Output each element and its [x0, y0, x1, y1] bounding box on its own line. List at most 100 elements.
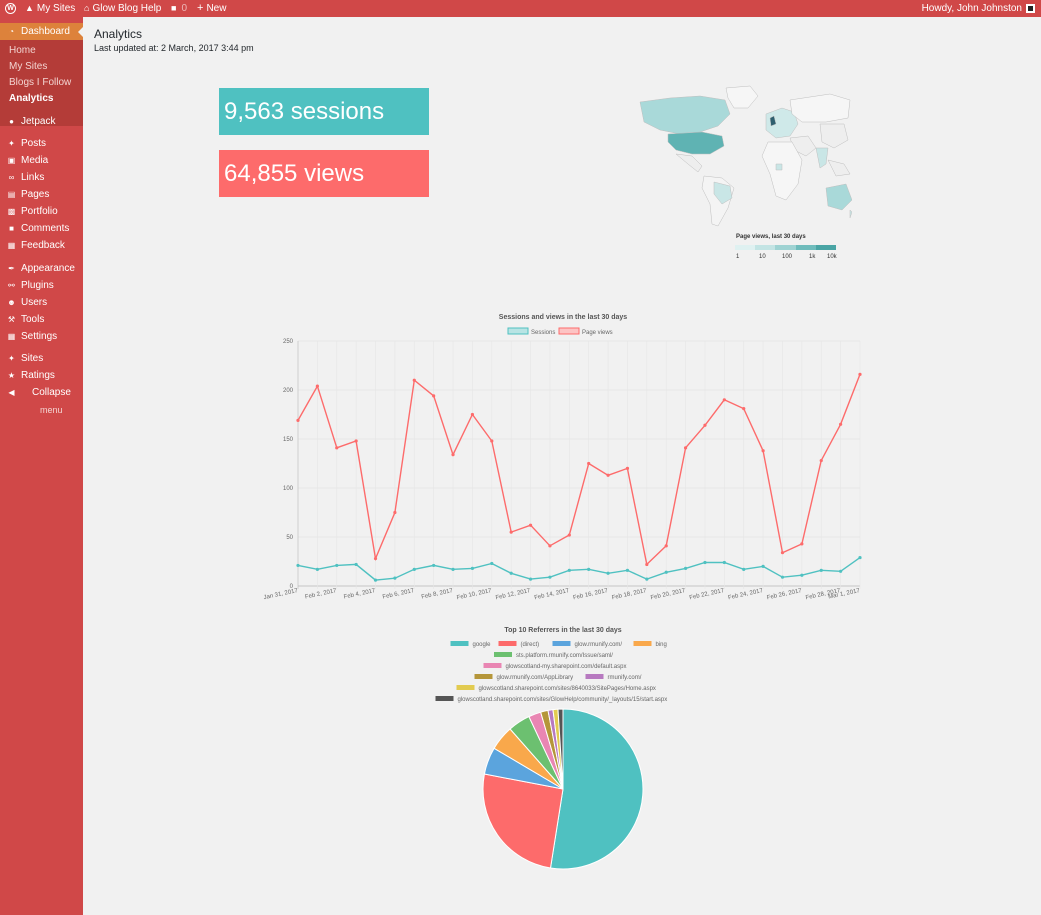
submenu-blogs-i-follow[interactable]: Blogs I Follow [9, 77, 72, 88]
data-point[interactable] [335, 563, 339, 568]
site-name-button[interactable]: ⌂ Glow Blog Help [84, 0, 161, 17]
menu-users[interactable]: ☻ Users [0, 294, 83, 310]
data-point[interactable] [645, 577, 649, 581]
data-point[interactable] [432, 563, 436, 568]
data-point[interactable] [858, 372, 862, 376]
data-point[interactable] [470, 412, 475, 417]
menu-dashboard[interactable]: ◔ Dashboard [0, 23, 83, 40]
menu-tools[interactable]: ⚒ Tools [0, 311, 83, 327]
legend-label[interactable]: bing [656, 642, 667, 648]
data-point[interactable] [373, 556, 378, 561]
menu-sites[interactable]: ✦ Sites [0, 350, 83, 366]
data-point[interactable] [354, 562, 358, 567]
legend-label[interactable]: glow.rmunify.com/AppLibrary [497, 675, 574, 681]
data-point[interactable] [587, 567, 591, 571]
comments-button[interactable]: ■ 0 [171, 0, 187, 17]
data-point[interactable] [528, 523, 533, 527]
data-point[interactable] [490, 561, 494, 566]
data-point[interactable] [393, 510, 397, 515]
data-point[interactable] [742, 567, 746, 571]
data-point[interactable] [606, 473, 610, 477]
data-point[interactable] [819, 568, 823, 572]
data-point[interactable] [432, 394, 436, 398]
new-content-button[interactable]: + New [197, 0, 226, 17]
menu-posts[interactable]: ✦ Posts [0, 135, 83, 151]
data-point[interactable] [683, 446, 688, 450]
submenu-my-sites[interactable]: My Sites [9, 61, 48, 72]
submenu-home[interactable]: Home [9, 45, 36, 56]
data-point[interactable] [296, 418, 300, 422]
pie-slice[interactable] [482, 773, 564, 869]
data-point[interactable] [451, 567, 455, 571]
data-point[interactable] [587, 461, 591, 466]
data-point[interactable] [839, 569, 843, 573]
data-point[interactable] [412, 378, 416, 382]
data-point[interactable] [490, 439, 494, 443]
data-point[interactable] [839, 422, 843, 426]
account-button[interactable]: Howdy, John Johnston [922, 0, 1035, 17]
menu-pages[interactable]: ▤ Pages [0, 186, 83, 202]
data-point[interactable] [722, 398, 726, 402]
data-point[interactable] [373, 578, 378, 582]
data-point[interactable] [742, 407, 746, 411]
pie-slice[interactable] [557, 708, 564, 790]
data-point[interactable] [625, 568, 630, 572]
submenu-analytics[interactable]: Analytics [9, 93, 54, 104]
data-point[interactable] [722, 560, 726, 565]
data-point[interactable] [800, 573, 804, 577]
data-point[interactable] [761, 564, 765, 568]
my-sites-button[interactable]: ▲ My Sites [25, 0, 75, 17]
data-point[interactable] [315, 384, 319, 388]
data-point[interactable] [819, 458, 823, 463]
legend-label[interactable]: glow.rmunify.com/ [575, 642, 623, 648]
data-point[interactable] [664, 544, 668, 548]
data-point[interactable] [354, 439, 358, 443]
data-point[interactable] [800, 542, 804, 546]
data-point[interactable] [703, 423, 707, 427]
legend-label[interactable]: glowscotland.sharepoint.com/sites/864003… [479, 686, 656, 692]
legend-label[interactable]: glowscotland-my.sharepoint.com/default.a… [506, 664, 627, 670]
menu-appearance[interactable]: ✒ Appearance [0, 260, 83, 276]
data-point[interactable] [567, 568, 571, 572]
menu-media[interactable]: ▣ Media [0, 152, 83, 168]
menu-plugins[interactable]: ⚯ Plugins [0, 277, 83, 293]
data-point[interactable] [412, 567, 416, 571]
data-point[interactable] [509, 530, 513, 534]
data-point[interactable] [567, 533, 571, 537]
collapse-menu-button[interactable]: ◀ Collapse [0, 384, 83, 400]
data-point[interactable] [780, 551, 785, 555]
menu-settings[interactable]: ▦ Settings [0, 328, 83, 344]
data-point[interactable] [858, 555, 862, 560]
data-point[interactable] [315, 567, 319, 571]
menu-ratings[interactable]: ★ Ratings [0, 367, 83, 383]
data-point[interactable] [451, 453, 455, 457]
data-point[interactable] [296, 563, 300, 568]
menu-jetpack[interactable]: ● Jetpack [0, 113, 83, 129]
menu-feedback[interactable]: ▦ Feedback [0, 237, 83, 253]
wordpress-logo-button[interactable]: W [5, 0, 16, 17]
menu-portfolio[interactable]: ▩ Portfolio [0, 203, 83, 219]
data-point[interactable] [393, 576, 397, 580]
data-point[interactable] [780, 575, 785, 579]
data-point[interactable] [606, 571, 610, 575]
data-point[interactable] [625, 466, 630, 470]
legend-label[interactable]: glowscotland.sharepoint.com/sites/GlowHe… [458, 697, 668, 703]
data-point[interactable] [683, 566, 688, 570]
data-point[interactable] [548, 575, 552, 579]
data-point[interactable] [528, 577, 533, 581]
data-point[interactable] [761, 449, 765, 453]
data-point[interactable] [509, 571, 513, 575]
data-point[interactable] [548, 544, 552, 548]
legend-label[interactable]: google [473, 642, 492, 648]
menu-comments[interactable]: ■ Comments [0, 220, 83, 236]
legend-label[interactable]: sts.platform.rmunify.com/Issue/saml/ [516, 653, 613, 659]
pie-slice[interactable] [549, 708, 644, 870]
data-point[interactable] [335, 446, 339, 450]
menu-links[interactable]: ∞ Links [0, 169, 83, 185]
data-point[interactable] [703, 560, 707, 565]
data-point[interactable] [645, 562, 649, 567]
data-point[interactable] [470, 566, 475, 570]
legend-views-label[interactable]: Page views [582, 330, 613, 336]
legend-label[interactable]: (direct) [521, 642, 540, 648]
collapse-menu-label[interactable]: menu [40, 405, 63, 415]
